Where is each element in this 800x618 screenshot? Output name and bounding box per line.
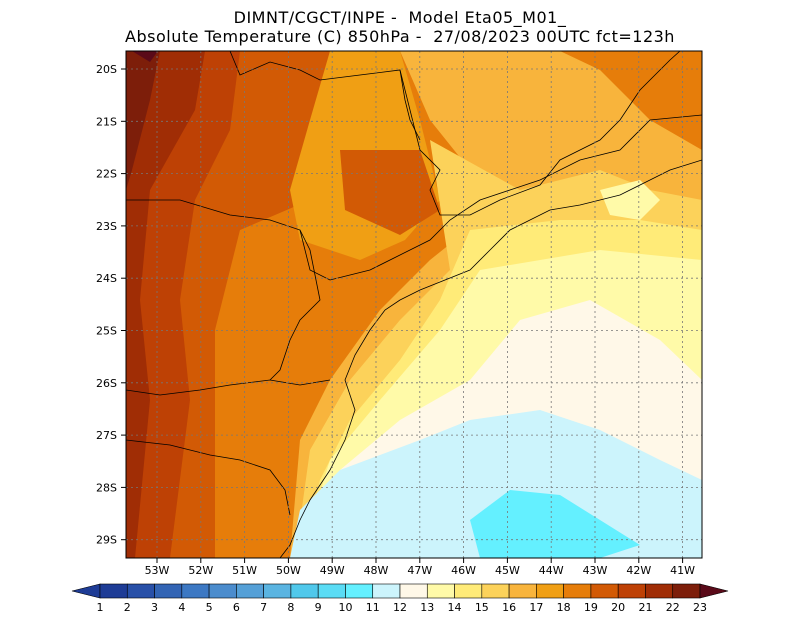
temperature-field [126, 51, 702, 558]
colorbar-label: 15 [475, 601, 489, 614]
colorbar-label: 3 [151, 601, 158, 614]
colorbar-segment [399, 583, 428, 599]
colorbar-segment [345, 583, 374, 599]
colorbar-segment [263, 583, 292, 599]
colorbar-segment [208, 583, 237, 599]
lon-label: 45W [495, 564, 520, 577]
colorbar-arrow-right [699, 583, 729, 599]
colorbar-label: 7 [260, 601, 267, 614]
lon-label: 48W [364, 564, 389, 577]
colorbar-label: 16 [502, 601, 516, 614]
colorbar-segment [426, 583, 455, 599]
colorbar-label: 1 [97, 601, 104, 614]
colorbar-segment [672, 583, 701, 599]
lat-label: 28S [96, 481, 117, 494]
colorbar-segment [236, 583, 264, 599]
colorbar-segment [372, 583, 401, 599]
map-title-line2: Absolute Temperature (C) 850hPa - 27/08/… [125, 27, 675, 46]
colorbar-label: 6 [233, 601, 240, 614]
political-borders [126, 51, 702, 558]
lat-label: 26S [96, 377, 117, 390]
lat-label: 21S [96, 115, 117, 128]
colorbar-label: 4 [178, 601, 185, 614]
colorbar-segment [590, 583, 619, 599]
colorbar-segment [154, 583, 183, 599]
lat-label: 25S [96, 325, 117, 338]
colorbar-label: 2 [124, 601, 131, 614]
lon-label: 43W [583, 564, 608, 577]
colorbar-arrow-left [71, 583, 101, 599]
colorbar-label: 8 [287, 601, 294, 614]
colorbar-label: 22 [666, 601, 680, 614]
colorbar-label: 18 [557, 601, 571, 614]
colorbar-label: 23 [693, 601, 707, 614]
lon-label: 41W [670, 564, 695, 577]
lon-label: 53W [145, 564, 170, 577]
colorbar-label: 17 [529, 601, 543, 614]
lon-label: 51W [232, 564, 257, 577]
colorbar-segment [317, 583, 346, 599]
lat-label: 23S [96, 220, 117, 233]
colorbar-segment [563, 583, 592, 599]
colorbar-label: 9 [315, 601, 322, 614]
colorbar-label: 20 [611, 601, 625, 614]
colorbar-label: 10 [338, 601, 352, 614]
lon-label: 50W [276, 564, 301, 577]
colorbar-segment [481, 583, 510, 599]
map-title-line1: DIMNT/CGCT/INPE - Model Eta05_M01_ [233, 8, 567, 27]
lat-label: 20S [96, 63, 117, 76]
colorbar-segment [181, 583, 210, 599]
lat-label: 29S [96, 534, 117, 547]
colorbar-segment [645, 583, 674, 599]
lon-label: 46W [451, 564, 476, 577]
colorbar-segment [508, 583, 537, 599]
colorbar-label: 11 [366, 601, 380, 614]
lon-label: 52W [188, 564, 213, 577]
map-frame [125, 50, 703, 559]
colorbar-label: 19 [584, 601, 598, 614]
colorbar-segment [126, 583, 155, 599]
colorbar-segment [617, 583, 646, 599]
lon-label: 42W [626, 564, 651, 577]
colorbar-segment [99, 583, 128, 599]
colorbar-label: 5 [206, 601, 213, 614]
lon-label: 47W [407, 564, 432, 577]
colorbar-label: 21 [638, 601, 652, 614]
lat-label: 24S [96, 272, 117, 285]
colorbar-label: 13 [420, 601, 434, 614]
colorbar-label: 14 [448, 601, 462, 614]
lat-label: 22S [96, 168, 117, 181]
lat-label: 27S [96, 429, 117, 442]
lon-label: 49W [320, 564, 345, 577]
colorbar-segment [290, 583, 319, 599]
colorbar: 1 2 3 4 5 6 7 8 9 10 11 12 13 14 15 16 17 18 19 20 21 22 23 [71, 583, 729, 614]
graticule [126, 51, 702, 558]
colorbar-segment [454, 583, 483, 599]
lon-label: 44W [539, 564, 564, 577]
colorbar-segment [536, 583, 564, 599]
colorbar-label: 12 [393, 601, 407, 614]
